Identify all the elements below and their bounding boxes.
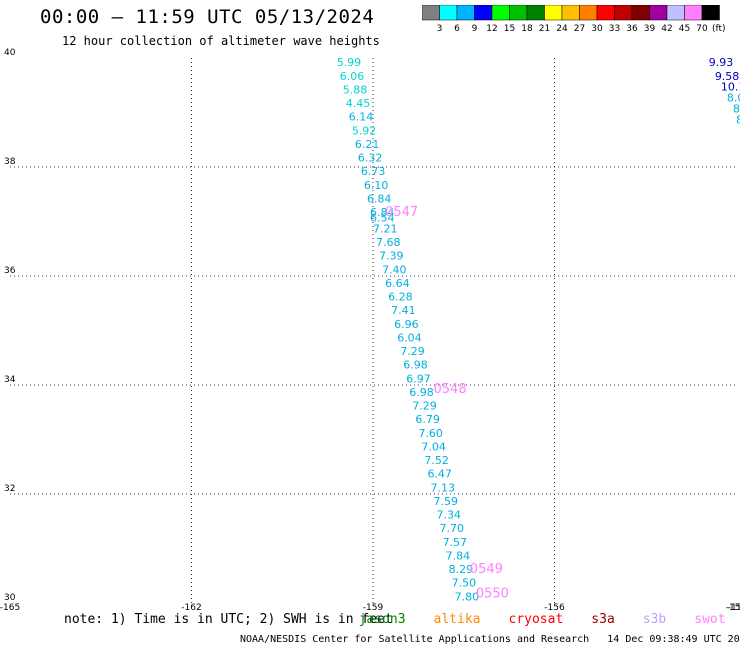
note-text: note: 1) Time is in UTC; 2) SWH is in fe… bbox=[64, 612, 393, 627]
wave-height-label: 7.59 bbox=[434, 495, 459, 508]
wave-height-label: 10.16 bbox=[721, 81, 740, 94]
colorbar-label: 39 bbox=[644, 24, 656, 33]
colorbar-label: 21 bbox=[539, 24, 550, 33]
wave-height-label: 4.45 bbox=[346, 97, 371, 110]
color-legend: 3 6 9 12 15 18 21 24 27 30 33 36 39 42 45 70 (ft) bbox=[422, 5, 726, 33]
wave-height-label: 7.70 bbox=[440, 522, 465, 535]
wave-height-label: 7.57 bbox=[443, 536, 468, 549]
y-tick-label: 34 bbox=[4, 375, 16, 385]
wave-height-label: 8 bbox=[736, 113, 740, 126]
colorbar-label: 33 bbox=[609, 24, 620, 33]
wave-height-label: 6.14 bbox=[349, 111, 374, 124]
colorbar-label: 24 bbox=[556, 24, 568, 33]
satellite-legend: jason3 altika cryosat s3a s3b swot bbox=[359, 612, 726, 627]
colorbar-label: 15 bbox=[504, 24, 515, 33]
x-tick-label: -159 bbox=[363, 603, 384, 610]
wave-height-label: 6.47 bbox=[427, 468, 452, 481]
time-label: 0547 bbox=[385, 205, 418, 220]
x-tick-label: -153 bbox=[726, 603, 740, 610]
colorbar-label: 42 bbox=[661, 24, 672, 33]
wave-height-label: 8.29 bbox=[449, 563, 474, 576]
colorbar-label: 9 bbox=[472, 24, 478, 33]
y-tick-label: 36 bbox=[4, 266, 16, 276]
satellite-label-s3b: s3b bbox=[642, 612, 667, 627]
wave-height-label: 6.04 bbox=[397, 331, 422, 344]
colorbar-label: 18 bbox=[521, 24, 533, 33]
wave-height-label: 6.73 bbox=[361, 165, 386, 178]
x-tick-label: -156 bbox=[544, 603, 565, 610]
colorbar-label: 70 bbox=[696, 24, 708, 33]
wave-height-label: 7.29 bbox=[400, 345, 425, 358]
wave-height-label: 7.34 bbox=[437, 509, 462, 522]
wave-height-label: 8.0 bbox=[727, 92, 740, 105]
wave-height-label: 6.28 bbox=[388, 291, 413, 304]
wave-height-label: 6.84 bbox=[370, 206, 395, 219]
y-tick-label: 32 bbox=[4, 484, 15, 494]
wave-height-label: 7.21 bbox=[373, 222, 398, 235]
x-tick-label: -150 bbox=[728, 603, 740, 610]
wave-height-label: 6.32 bbox=[358, 152, 383, 165]
colorbar-label: 3 bbox=[437, 24, 443, 33]
wave-height-label: 6.10 bbox=[364, 179, 389, 192]
colorbar-label: 27 bbox=[574, 24, 585, 33]
wave-height-label: 9.93 bbox=[709, 56, 734, 69]
note-line: note: 1) Time is in UTC; 2) SWH is in fe… bbox=[64, 612, 726, 627]
satellite-label-altika: altika bbox=[433, 612, 481, 627]
wave-height-label: 5.88 bbox=[343, 83, 368, 96]
wave-height-label: 6.84 bbox=[367, 192, 392, 205]
colorbar-label: 12 bbox=[486, 24, 497, 33]
chart-subtitle: 12 hour collection of altimeter wave hei… bbox=[62, 34, 380, 48]
wave-height-label: 5.99 bbox=[337, 56, 362, 69]
y-tick-label: 30 bbox=[4, 593, 16, 603]
wave-height-label: 6.64 bbox=[385, 277, 410, 290]
wave-height-label: 6.06 bbox=[340, 70, 365, 83]
wave-height-label: 7.40 bbox=[382, 263, 407, 276]
satellite-label-cryosat: cryosat bbox=[508, 612, 564, 627]
x-tick-label: -165 bbox=[0, 603, 20, 610]
time-label: 0548 bbox=[434, 382, 467, 397]
wave-height-label: 7.80 bbox=[455, 590, 480, 603]
wave-height-label: 6.79 bbox=[415, 413, 440, 426]
wave-height-label: 7.68 bbox=[376, 236, 401, 249]
footer: NOAA/NESDIS Center for Satellite Applica… bbox=[240, 634, 740, 645]
wave-height-label: 7.50 bbox=[452, 577, 477, 590]
wave-height-label: 6.21 bbox=[355, 138, 380, 151]
colorbar-label: 45 bbox=[679, 24, 690, 33]
satellite-label-s3a: s3a bbox=[591, 612, 615, 627]
time-label: 0549 bbox=[470, 562, 503, 577]
colorbar-label: 6 bbox=[454, 24, 460, 33]
chart-title: 00:00 – 11:59 UTC 05/13/2024 bbox=[40, 6, 375, 28]
plot-area: -165 -162 -159 -156 -153-150 40 38 36 34 32 30 5.99… bbox=[0, 48, 740, 610]
wave-height-label: 6.98 bbox=[409, 386, 434, 399]
footer-timestamp: 14 Dec 09:38:49 UTC 2024 bbox=[607, 634, 740, 645]
wave-height-label: 7.04 bbox=[421, 440, 446, 453]
time-label: 0550 bbox=[476, 587, 509, 602]
wave-height-label: 6.54 bbox=[370, 212, 395, 225]
wave-height-label: 7.84 bbox=[446, 549, 471, 562]
satellite-label-jason3: jason3 bbox=[358, 612, 406, 627]
y-tick-label: 40 bbox=[4, 48, 16, 58]
wave-height-label: 6.98 bbox=[403, 359, 428, 372]
satellite-label-swot: swot bbox=[694, 612, 726, 627]
wave-height-label: 6.97 bbox=[406, 372, 431, 385]
footer-credit: NOAA/NESDIS Center for Satellite Applica… bbox=[240, 634, 590, 645]
colorbar-label: 30 bbox=[591, 24, 603, 33]
colorbar-swatch bbox=[701, 5, 720, 21]
wave-height-label: 7.39 bbox=[379, 250, 404, 263]
x-tick-label: -162 bbox=[181, 603, 201, 610]
y-tick-label: 38 bbox=[4, 157, 16, 167]
wave-height-label: 5.92 bbox=[352, 124, 377, 137]
colorbar-unit: (ft) bbox=[712, 24, 726, 33]
wave-height-label: 9.58 bbox=[715, 70, 740, 83]
wave-height-label: 7.13 bbox=[430, 481, 455, 494]
wave-height-label: 7.52 bbox=[424, 454, 449, 467]
wave-height-label: 7.41 bbox=[391, 304, 416, 317]
wave-height-label: 7.60 bbox=[418, 427, 443, 440]
wave-height-label: 8. bbox=[733, 103, 740, 116]
wave-height-label: 7.29 bbox=[412, 400, 437, 413]
colorbar-label: 36 bbox=[626, 24, 638, 33]
wave-height-label: 6.96 bbox=[394, 318, 419, 331]
